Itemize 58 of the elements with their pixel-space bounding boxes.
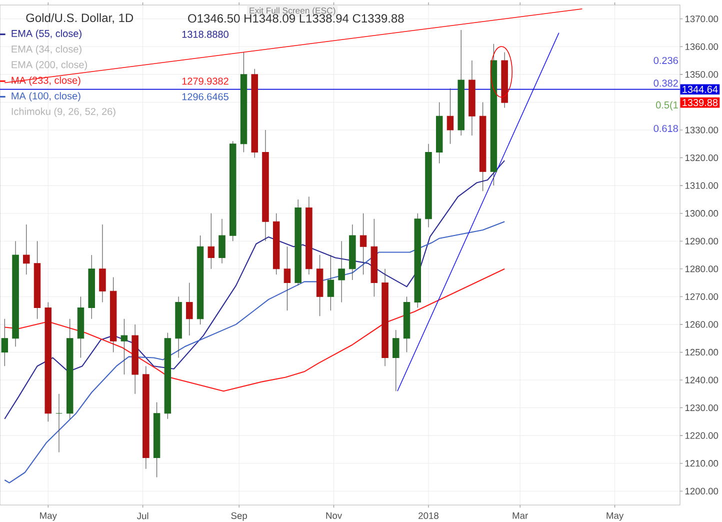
- annotation: 0.618: [654, 124, 678, 132]
- annotation: 0.382: [654, 80, 678, 87]
- candlestick: [56, 394, 62, 452]
- x-tick-label: May: [40, 512, 57, 521]
- y-tick-label: 1260.00: [685, 321, 718, 328]
- candlestick: [392, 330, 400, 392]
- candlestick: [120, 318, 128, 375]
- y-tick-label: 1360.00: [685, 43, 718, 50]
- y-tick-label: 1310.00: [685, 182, 718, 189]
- candlestick: [1, 318, 8, 366]
- y-tick-label: 1320.00: [685, 154, 718, 162]
- candlestick: [23, 224, 30, 275]
- y-tick-label: 1250.00: [685, 348, 718, 356]
- y-tick-label: 1270.00: [685, 293, 718, 300]
- candlestick: [99, 224, 106, 302]
- text: 1339.88: [682, 99, 718, 106]
- y-tick-label: 1220.00: [685, 432, 718, 439]
- annotation: 1279.9382: [182, 78, 228, 85]
- annotation: Ichimoku (9, 26, 52, 26): [12, 108, 116, 117]
- text: Gold/U.S. Dollar, 1D: [26, 13, 134, 24]
- annotation: EMA (34, close): [12, 45, 82, 55]
- y-tick-label: 1370.00: [685, 16, 718, 22]
- candlestick: [284, 246, 291, 311]
- x-tick-label: May: [606, 512, 624, 521]
- y-tick-label: 1230.00: [685, 404, 718, 412]
- text: O1346.50 H1348.09 L1338.94 C1339.88: [188, 14, 404, 23]
- line-series: [4, 268, 506, 392]
- line-series: [4, 160, 506, 420]
- y-tick-label: 1330.00: [685, 126, 718, 134]
- x-tick-label: Mar: [512, 512, 528, 519]
- y-tick-label: 1210.00: [685, 460, 718, 467]
- annotation: EMA (200, close): [12, 60, 87, 70]
- y-tick-label: 1350.00: [685, 71, 718, 78]
- y-tick-label: 1280.00: [685, 266, 718, 272]
- candlestick: [186, 282, 193, 336]
- annotation: 0.5(1: [656, 101, 678, 110]
- line-series: [4, 221, 506, 484]
- annotation: 1296.6465: [182, 93, 228, 100]
- legend-label: EMA (55, close): [12, 30, 82, 39]
- x-tick-label: Sep: [231, 512, 247, 521]
- candlestick: [208, 213, 215, 270]
- candlestick: [338, 240, 345, 302]
- annotation: 1318.8880: [182, 30, 228, 38]
- candlestick: [360, 213, 367, 275]
- ref-line-label: 1344.64: [682, 86, 718, 93]
- candlestick: [446, 88, 454, 144]
- candlestick: [218, 218, 226, 264]
- candlestick: [327, 254, 334, 311]
- legend-label: MA (100, close): [12, 92, 80, 102]
- y-tick-label: 1300.00: [685, 210, 718, 217]
- x-tick-label: Nov: [326, 512, 342, 519]
- annotation: Exit Full Screen (ESC): [250, 7, 336, 16]
- y-tick-label: 1240.00: [685, 376, 718, 384]
- y-tick-label: 1290.00: [685, 238, 718, 244]
- annotation: 0.236: [654, 56, 678, 64]
- x-tick-label: Jul: [137, 512, 148, 520]
- x-tick-label: 2018: [418, 512, 438, 519]
- y-tick-label: 1200.00: [685, 488, 718, 494]
